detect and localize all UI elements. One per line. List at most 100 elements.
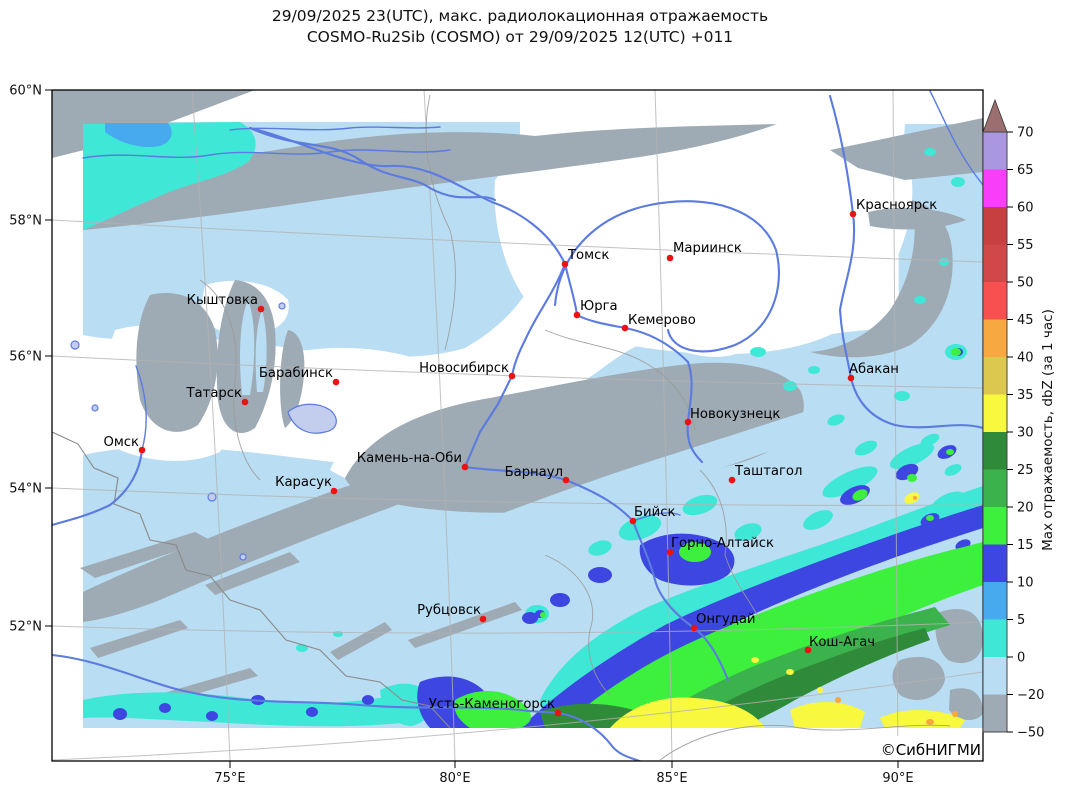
colorbar-tick-label: 30 (1017, 426, 1034, 441)
city-label: Усть-Каменогорск (429, 697, 555, 712)
colorbar-tick-label: 0 (1017, 651, 1025, 666)
colorbar-tick-label: 60 (1017, 201, 1034, 216)
lat-tick-label: 52°N (9, 620, 42, 635)
axis-labels: 60°N 58°N 56°N 54°N 52°N 75°E 80°E 85°E 90°E (9, 84, 913, 787)
colorbar-tick-label: 55 (1017, 238, 1034, 253)
echo-yellow-orange (610, 492, 965, 728)
colorbar-tick-label: −20 (1017, 688, 1044, 703)
city-label: Кош-Агач (809, 635, 875, 650)
lon-tick-label: 80°E (439, 771, 470, 786)
city-label: Онгудай (696, 612, 756, 627)
echo-cyan (83, 122, 983, 727)
city-dot (554, 709, 562, 717)
colorbar-segment (983, 282, 1007, 320)
lat-tick-label: 56°N (9, 350, 42, 365)
city-dot (629, 517, 637, 525)
figure-title: 29/09/2025 23(UTC), макс. радиолокационн… (0, 6, 1040, 48)
colorbar-tick-label: 5 (1017, 613, 1025, 628)
colorbar-arrow (982, 98, 1008, 133)
city-label: Татарск (186, 386, 243, 401)
title-line-2: COSMO-Ru2Sib (COSMO) от 29/09/2025 12(UT… (306, 28, 734, 46)
lat-tick-label: 58°N (9, 214, 42, 229)
colorbar-segment (983, 394, 1007, 432)
colorbar-tick-label: 35 (1017, 388, 1034, 403)
colorbar-segment (983, 507, 1007, 545)
city-label: Абакан (849, 361, 899, 377)
city-dot (804, 646, 812, 654)
lat-tick-label: 54°N (9, 482, 42, 497)
city-dot (138, 446, 146, 454)
city-dot (479, 615, 487, 623)
city-dot (666, 254, 674, 262)
city-label: Барабинск (259, 365, 333, 381)
city-dot (241, 398, 249, 406)
city-dot (257, 305, 265, 313)
echo-green (454, 348, 983, 728)
lat-tick-label: 60°N (9, 84, 42, 99)
colorbar-tick-label: 65 (1017, 163, 1034, 178)
city-label: Новосибирск (419, 360, 509, 376)
city-label: Камень-на-Оби (357, 450, 462, 466)
city-dot (690, 624, 698, 632)
city-dot (849, 210, 857, 218)
colorbar-segment (983, 169, 1007, 207)
city-label: Новокузнецк (690, 407, 780, 422)
colorbar-tick-label: 45 (1017, 313, 1034, 328)
city-dot (847, 374, 855, 382)
colorbar-segment (983, 544, 1007, 582)
colorbar-tick-label: 40 (1017, 351, 1034, 366)
city-label: Горно-Алтайск (671, 536, 774, 551)
colorbar-segment (983, 244, 1007, 282)
colorbar-segment (983, 469, 1007, 507)
lakes (70, 302, 337, 561)
colorbar-segment (983, 319, 1007, 357)
city-markers: Красноярск Томск Мариинск Кыштовка Юрга Кемер… (103, 198, 937, 717)
city-dot (666, 548, 674, 556)
colorbar-segment (983, 619, 1007, 657)
city-dot (573, 311, 581, 319)
lon-tick-label: 90°E (882, 771, 913, 786)
colorbar-segment (983, 357, 1007, 395)
echo-pale-band (240, 300, 846, 608)
city-label: Томск (567, 248, 609, 263)
colorbar-tick-label: 50 (1017, 276, 1034, 291)
colorbar-segment (983, 582, 1007, 620)
copyright-backing (872, 736, 983, 760)
city-label: Юрга (580, 299, 618, 314)
admin-borders (52, 94, 951, 761)
echo-gray-field (52, 90, 983, 721)
city-dot (330, 487, 338, 495)
colorbar-segment (983, 657, 1007, 695)
colorbar-segment (983, 132, 1007, 170)
lon-tick-label: 75°E (214, 771, 245, 786)
colorbar-tick-label: 70 (1017, 126, 1034, 141)
city-dot (728, 476, 736, 484)
colorbar-tick-label: 15 (1017, 538, 1034, 553)
city-label: Красноярск (856, 198, 937, 213)
colorbar-segment (983, 432, 1007, 470)
colorbar-tick-label: −50 (1017, 726, 1044, 741)
city-dot (461, 463, 469, 471)
city-label: Барнаул (505, 465, 563, 480)
city-label: Рубцовск (417, 602, 481, 618)
city-dot (562, 476, 570, 484)
city-dot (561, 260, 569, 268)
colorbar-segment (983, 694, 1007, 732)
title-line-1: 29/09/2025 23(UTC), макс. радиолокационн… (271, 7, 769, 25)
city-label: Карасук (275, 475, 332, 490)
city-dot (508, 372, 516, 380)
lon-tick-label: 85°E (656, 771, 687, 786)
colorbar-segment (983, 207, 1007, 245)
copyright-text: ©СибНИГМИ (881, 741, 981, 759)
city-label: Бийск (634, 505, 675, 520)
city-label: Омск (103, 435, 139, 450)
graticule (52, 90, 983, 761)
city-dot (621, 324, 629, 332)
city-label: Кыштовка (187, 293, 258, 308)
colorbar-tick-label: 25 (1017, 463, 1034, 478)
city-label: Мариинск (673, 241, 742, 256)
city-label: Таштагол (734, 464, 802, 479)
